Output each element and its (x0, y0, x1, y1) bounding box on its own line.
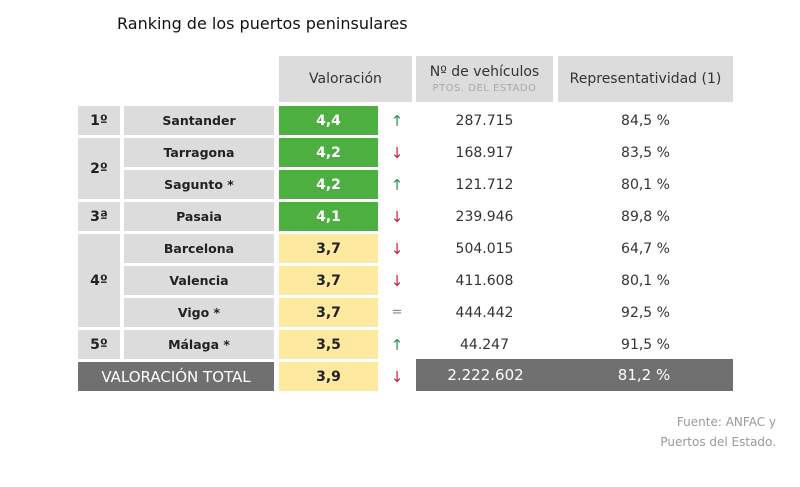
share-cell: 92,5 % (621, 304, 670, 321)
total-vehicles: 2.222.602 (416, 359, 555, 391)
arrow-down-icon: ↓ (390, 239, 404, 258)
score-cell: 4,2 (279, 170, 378, 199)
total-share: 81,2 % (555, 359, 733, 391)
rank-label: 5º (78, 330, 120, 359)
vehicles-cell: 411.608 (455, 272, 514, 289)
score-cell: 3,7 (279, 234, 378, 263)
score-cell: 3,5 (279, 330, 378, 359)
rank-label: 4º (78, 234, 120, 327)
arrow-down-icon: ↓ (390, 207, 404, 226)
port-name: Tarragona (124, 138, 274, 167)
source-note: Fuente: ANFAC y Puertos del Estado. (660, 412, 776, 452)
share-cell: 89,8 % (621, 208, 670, 225)
total-label: VALORACIÓN TOTAL (78, 362, 274, 391)
arrow-up-icon: ↑ (390, 175, 404, 194)
arrow-up-icon: ↑ (390, 111, 404, 130)
vehicles-cell: 121.712 (455, 176, 514, 193)
share-cell: 80,1 % (621, 272, 670, 289)
header-valoracion: Valoración (279, 56, 412, 102)
port-name: Barcelona (124, 234, 274, 263)
score-cell: 4,1 (279, 202, 378, 231)
share-cell: 91,5 % (621, 336, 670, 353)
arrow-down-icon: ↓ (390, 367, 404, 386)
port-name: Valencia (124, 266, 274, 295)
port-name: Sagunto * (124, 170, 274, 199)
source-line-1: Fuente: ANFAC y (676, 415, 776, 429)
header-representatividad: Representatividad (1) (558, 56, 733, 102)
rank-label: 1º (78, 106, 120, 135)
page-title: Ranking de los puertos peninsulares (117, 14, 408, 33)
arrow-down-icon: ↓ (390, 143, 404, 162)
arrow-up-icon: ↑ (390, 335, 404, 354)
header-vehiculos-label: Nº de vehículos (429, 64, 540, 80)
header-vehiculos: Nº de vehículos PTOS. DEL ESTADO (416, 56, 553, 102)
port-name: Pasaia (124, 202, 274, 231)
rank-label: 2º (78, 138, 120, 199)
score-cell: 4,2 (279, 138, 378, 167)
score-cell: 3,7 (279, 266, 378, 295)
port-name: Málaga * (124, 330, 274, 359)
header-representatividad-label: Representatividad (1) (569, 71, 722, 87)
score-cell: 4,4 (279, 106, 378, 135)
vehicles-cell: 444.442 (455, 304, 514, 321)
port-name: Vigo * (124, 298, 274, 327)
vehicles-cell: 504.015 (455, 240, 514, 257)
share-cell: 80,1 % (621, 176, 670, 193)
equal-icon: = (391, 305, 403, 320)
vehicles-cell: 44.247 (460, 336, 509, 353)
vehicles-cell: 239.946 (455, 208, 514, 225)
share-cell: 64,7 % (621, 240, 670, 257)
vehicles-cell: 287.715 (455, 112, 514, 129)
share-cell: 84,5 % (621, 112, 670, 129)
rank-label: 3ª (78, 202, 120, 231)
score-cell: 3,7 (279, 298, 378, 327)
header-vehiculos-sub: PTOS. DEL ESTADO (432, 83, 537, 94)
share-cell: 83,5 % (621, 144, 670, 161)
arrow-down-icon: ↓ (390, 271, 404, 290)
header-valoracion-label: Valoración (309, 71, 382, 87)
total-score: 3,9 (279, 362, 378, 391)
port-name: Santander (124, 106, 274, 135)
source-line-2: Puertos del Estado. (660, 435, 776, 449)
vehicles-cell: 168.917 (455, 144, 514, 161)
